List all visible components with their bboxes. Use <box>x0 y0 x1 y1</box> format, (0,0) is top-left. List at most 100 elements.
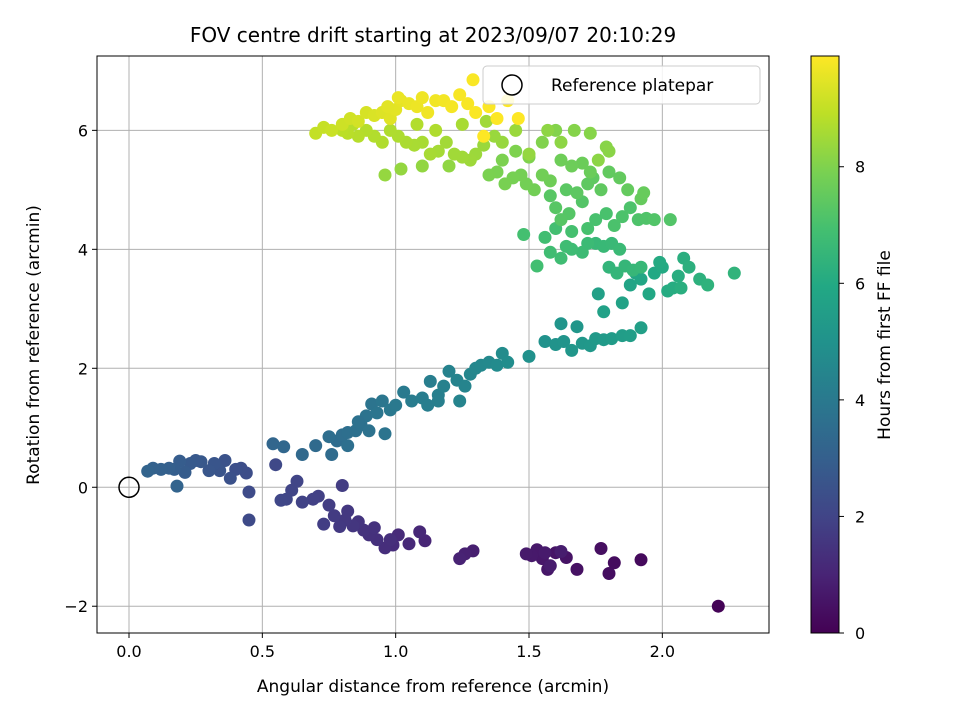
data-point <box>634 321 648 335</box>
data-point <box>442 159 456 173</box>
data-point <box>378 168 392 182</box>
data-point <box>429 123 443 137</box>
data-point <box>322 430 336 444</box>
data-point <box>415 91 429 105</box>
data-point <box>490 112 504 125</box>
data-point <box>599 207 613 221</box>
colorbar-ticks: 0 2 4 6 8 <box>839 158 865 643</box>
data-point <box>477 129 491 143</box>
colorbar-gradient <box>810 55 840 634</box>
data-point <box>623 278 637 292</box>
data-point <box>413 525 427 539</box>
data-point <box>223 471 237 485</box>
data-point <box>453 88 467 102</box>
data-point <box>242 513 256 527</box>
data-point <box>671 269 685 283</box>
x-tick-label: 0.5 <box>250 642 275 661</box>
data-point <box>642 287 656 301</box>
data-point <box>362 424 376 438</box>
data-point <box>370 406 384 420</box>
x-tick-label: 2.0 <box>650 642 675 661</box>
x-tick-label: 1.0 <box>383 642 408 661</box>
data-point <box>461 97 475 111</box>
data-point <box>487 129 501 143</box>
data-point <box>269 458 283 472</box>
data-point <box>335 479 349 492</box>
data-point <box>570 320 584 334</box>
data-point <box>554 135 568 149</box>
data-point <box>607 219 621 232</box>
data-point <box>290 474 304 488</box>
data-point <box>727 266 741 280</box>
data-point <box>218 454 232 467</box>
data-point <box>589 213 603 227</box>
data-point <box>442 364 456 378</box>
data-point <box>453 394 467 408</box>
reference-marker-layer <box>118 476 140 499</box>
data-point <box>674 281 688 295</box>
data-point <box>351 114 365 128</box>
data-point <box>597 305 611 319</box>
data-point <box>583 126 597 140</box>
data-point <box>242 485 256 499</box>
colorbar-tick-label: 6 <box>855 274 865 293</box>
data-point <box>623 329 637 343</box>
data-point <box>322 498 336 512</box>
data-point <box>466 73 480 87</box>
y-tick-label: 2 <box>78 359 88 378</box>
y-axis-ticks: −2 0 2 4 6 <box>64 121 97 616</box>
data-point <box>591 153 605 167</box>
data-point <box>423 374 437 388</box>
data-point <box>517 228 531 241</box>
y-tick-label: 4 <box>78 240 88 259</box>
data-point <box>602 165 616 179</box>
data-point <box>575 156 589 170</box>
data-point <box>530 259 544 273</box>
legend-marker-icon <box>501 74 523 96</box>
x-tick-label: 1.5 <box>516 642 541 661</box>
data-point <box>295 448 309 461</box>
data-point <box>306 492 320 506</box>
data-point <box>402 537 416 551</box>
data-point <box>522 147 536 161</box>
data-point <box>575 245 589 259</box>
data-point <box>634 272 648 286</box>
data-point <box>327 509 341 523</box>
data-point <box>621 183 635 197</box>
colorbar: 0 2 4 6 8 Hours from first FF file <box>810 55 895 643</box>
data-point <box>605 332 619 346</box>
data-point <box>594 183 608 197</box>
data-point <box>141 464 155 478</box>
legend-box <box>482 65 761 105</box>
data-point <box>351 129 365 143</box>
data-point <box>570 562 584 576</box>
data-point <box>613 242 627 256</box>
data-point <box>383 533 397 547</box>
data-point <box>397 385 411 399</box>
data-point <box>522 349 536 363</box>
data-point <box>482 168 496 182</box>
x-axis-label: Angular distance from reference (arcmin) <box>257 677 609 697</box>
data-point <box>541 123 555 137</box>
data-point <box>325 448 339 461</box>
data-point <box>394 162 408 176</box>
data-point <box>554 153 568 167</box>
data-point <box>647 213 661 227</box>
colorbar-label: Hours from first FF file <box>875 250 895 440</box>
data-point <box>367 521 381 535</box>
data-point <box>623 201 637 215</box>
data-point <box>421 398 435 412</box>
data-point <box>341 439 355 453</box>
data-point <box>309 439 323 453</box>
data-point <box>557 335 571 348</box>
data-point <box>535 168 549 182</box>
reference-point-marker <box>118 476 140 499</box>
data-point <box>341 504 355 518</box>
data-point <box>458 379 472 393</box>
data-point <box>565 159 579 173</box>
data-point <box>543 189 557 203</box>
x-axis-ticks: 0.0 0.5 1.0 1.5 2.0 <box>116 633 675 661</box>
data-point <box>415 159 429 173</box>
y-tick-label: 0 <box>78 478 88 497</box>
